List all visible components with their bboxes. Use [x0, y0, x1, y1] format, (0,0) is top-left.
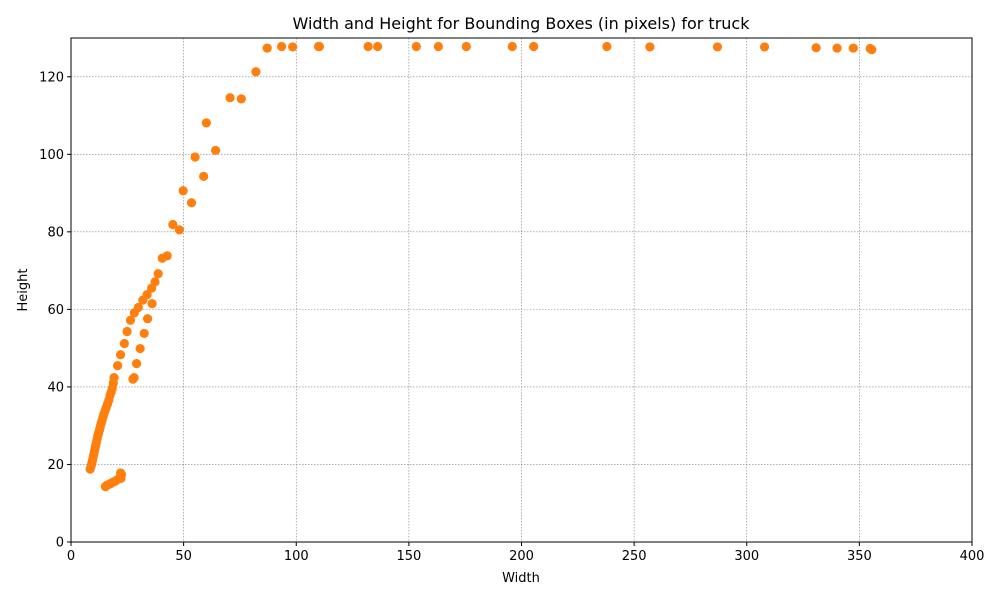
- y-tick-label: 80: [47, 225, 64, 240]
- data-point: [602, 41, 612, 52]
- y-axis: 0 20 40 60 80 100 120: [39, 70, 71, 551]
- x-axis-label: Width: [502, 571, 540, 586]
- y-tick-label: 120: [39, 70, 64, 85]
- data-point: [139, 328, 149, 339]
- data-point: [178, 186, 188, 196]
- y-tick-label: 100: [39, 148, 64, 163]
- data-point: [201, 118, 211, 128]
- y-tick-label: 40: [47, 380, 64, 395]
- data-point: [153, 269, 163, 279]
- y-tick-label: 20: [47, 458, 64, 473]
- x-axis: 0 50 100 150 200 250 300 350 400: [67, 542, 985, 564]
- data-point: [119, 338, 129, 349]
- x-tick-label: 400: [960, 549, 985, 564]
- y-tick-label: 60: [47, 303, 64, 318]
- data-point: [125, 315, 136, 325]
- x-tick-label: 150: [396, 549, 421, 564]
- data-point: [150, 277, 160, 287]
- data-point: [848, 43, 858, 53]
- data-point: [712, 42, 723, 52]
- data-point: [135, 343, 145, 354]
- data-point: [411, 41, 421, 52]
- x-tick-label: 250: [622, 549, 647, 564]
- data-point: [288, 42, 298, 52]
- data-point: [225, 93, 235, 103]
- data-point: [277, 41, 287, 52]
- data-point: [372, 41, 383, 52]
- data-point: [162, 251, 172, 261]
- x-tick-label: 350: [847, 549, 872, 564]
- data-point: [131, 359, 142, 369]
- data-point: [811, 43, 821, 53]
- data-point: [262, 43, 272, 53]
- data-point: [190, 152, 200, 162]
- data-point: [314, 41, 325, 52]
- data-point: [168, 219, 178, 230]
- data-point: [251, 67, 261, 77]
- data-point: [142, 290, 152, 300]
- data-point: [113, 361, 123, 371]
- data-point: [507, 41, 517, 52]
- data-point: [115, 350, 126, 360]
- data-point: [129, 373, 139, 383]
- chart-title: Width and Height for Bounding Boxes (in …: [293, 14, 751, 33]
- data-point: [236, 94, 246, 104]
- data-point: [115, 468, 126, 478]
- data-point: [867, 45, 877, 55]
- data-point: [211, 145, 221, 156]
- data-point: [133, 302, 143, 313]
- data-point: [645, 42, 655, 52]
- data-point: [461, 41, 471, 52]
- data-point: [174, 225, 184, 235]
- x-tick-label: 50: [175, 549, 192, 564]
- x-tick-label: 300: [734, 549, 759, 564]
- data-point: [433, 41, 443, 52]
- data-point: [199, 171, 209, 182]
- x-tick-label: 200: [509, 549, 534, 564]
- y-tick-label: 0: [56, 536, 64, 551]
- data-point: [122, 326, 132, 337]
- data-point: [147, 298, 157, 309]
- data-points: [85, 41, 877, 492]
- data-point: [186, 198, 197, 208]
- data-point: [529, 41, 539, 52]
- data-point: [363, 41, 373, 52]
- grid: [71, 38, 972, 542]
- data-point: [832, 43, 842, 53]
- data-point: [109, 373, 119, 383]
- x-tick-label: 0: [67, 549, 75, 564]
- data-point: [759, 42, 770, 52]
- y-axis-label: Height: [16, 269, 31, 312]
- x-tick-label: 100: [284, 549, 309, 564]
- data-point: [142, 314, 153, 324]
